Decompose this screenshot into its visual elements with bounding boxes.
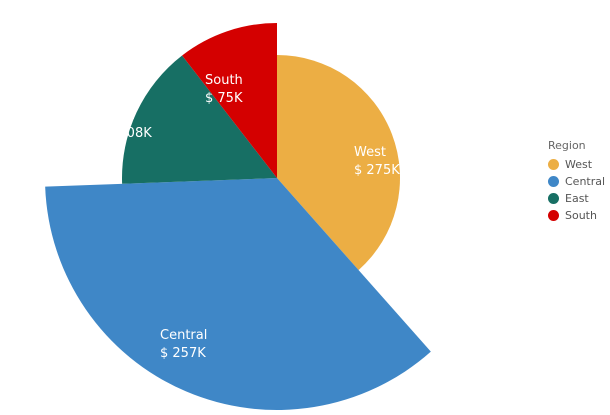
legend-item-west[interactable]: West [548, 158, 605, 171]
legend-item-east[interactable]: East [548, 192, 605, 205]
legend-label-central: Central [565, 175, 606, 188]
legend-swatch-east [548, 193, 559, 204]
legend-item-central[interactable]: Central [548, 175, 605, 188]
pie-slice-central[interactable] [45, 178, 431, 410]
legend-swatch-central [548, 176, 559, 187]
slice-label-east: East $ 108K [106, 108, 152, 141]
slice-label-south: South $ 75K [205, 73, 243, 106]
legend: Region West Central East South [548, 139, 605, 226]
legend-label-west: West [565, 158, 593, 171]
legend-item-south[interactable]: South [548, 209, 605, 222]
legend-label-east: East [565, 192, 589, 205]
pie-chart: West $ 275K Central $ 257K East $ 108K South $ … [45, 22, 431, 410]
legend-label-south: South [565, 209, 597, 222]
pie-slice-east[interactable] [122, 55, 277, 184]
slice-label-west: West $ 275K [354, 145, 400, 178]
slice-label-central: Central $ 257K [160, 328, 207, 361]
legend-swatch-south [548, 210, 559, 221]
legend-swatch-west [548, 159, 559, 170]
legend-title: Region [548, 139, 586, 152]
pie-slice-west[interactable] [277, 55, 400, 271]
pie-slice-south[interactable] [182, 22, 277, 178]
